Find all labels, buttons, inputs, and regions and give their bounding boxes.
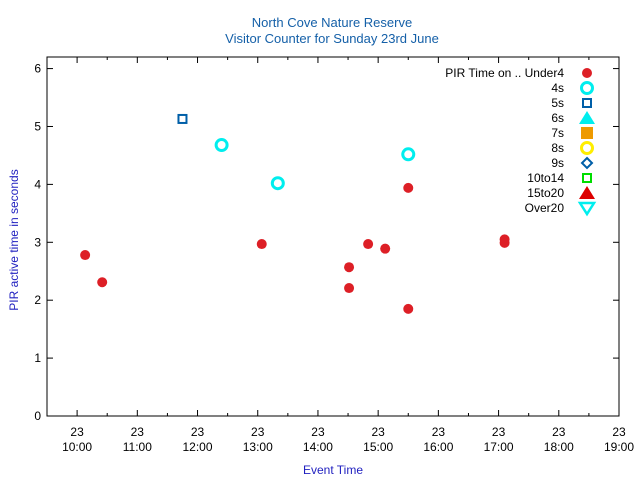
legend-label: 7s	[551, 126, 564, 140]
x-tick-day: 23	[492, 425, 506, 439]
y-axis: 0 1 2 3 4 5 6	[34, 62, 619, 423]
data-point-series-0	[97, 277, 108, 288]
legend: PIR Time on .. Under44s5s6s7s8s9s10to141…	[445, 66, 597, 217]
x-tick-day: 23	[251, 425, 265, 439]
x-tick-time: 11:00	[123, 440, 152, 454]
legend-marker	[577, 201, 597, 217]
x-axis: 2310:002311:002312:002313:002314:002315:…	[46, 57, 634, 454]
legend-marker	[582, 68, 592, 78]
x-tick-time: 14:00	[303, 440, 333, 454]
legend-label: 5s	[551, 96, 564, 110]
chart-title: North Cove Nature Reserve	[252, 15, 412, 30]
y-axis-label: PIR active time in seconds	[7, 169, 21, 310]
legend-label: Over20	[525, 201, 565, 215]
data-point-series-1	[270, 176, 285, 191]
data-point-series-1	[401, 147, 416, 162]
y-tick-label: 6	[34, 62, 41, 76]
x-tick-time: 13:00	[243, 440, 273, 454]
data-point-series-0	[363, 239, 374, 250]
legend-marker	[582, 173, 592, 183]
x-tick-day: 23	[191, 425, 205, 439]
legend-marker	[580, 141, 594, 155]
y-tick-label: 3	[34, 235, 41, 249]
data-point-series-0	[80, 250, 91, 261]
x-tick-time: 10:00	[62, 440, 92, 454]
x-tick-day: 23	[371, 425, 385, 439]
y-tick-label: 4	[34, 177, 41, 191]
data-point-series-1	[214, 138, 229, 153]
x-tick-time: 15:00	[363, 440, 393, 454]
data-point-series-0	[403, 182, 414, 193]
y-tick-label: 0	[34, 409, 41, 423]
plot-area	[46, 56, 620, 417]
y-tick-label: 1	[34, 351, 41, 365]
legend-label: 9s	[551, 156, 564, 170]
x-tick-time: 12:00	[183, 440, 213, 454]
chart-subtitle: Visitor Counter for Sunday 23rd June	[225, 31, 439, 46]
legend-label: 4s	[551, 81, 564, 95]
y-tick-label: 2	[34, 293, 41, 307]
legend-label: 8s	[551, 141, 564, 155]
legend-label: 6s	[551, 111, 564, 125]
x-tick-time: 19:00	[604, 440, 634, 454]
x-axis-label: Event Time	[303, 463, 363, 477]
data-point-series-0	[403, 303, 414, 314]
data-point-series-0	[256, 239, 267, 250]
x-tick-day: 23	[432, 425, 446, 439]
data-points	[80, 113, 510, 314]
data-point-series-0	[344, 283, 355, 294]
data-point-series-0	[499, 237, 510, 248]
x-tick-day: 23	[552, 425, 566, 439]
legend-marker	[580, 81, 594, 95]
legend-label: 15to20	[527, 186, 564, 200]
y-tick-label: 5	[34, 119, 41, 133]
legend-label: 10to14	[527, 171, 564, 185]
x-tick-time: 17:00	[484, 440, 514, 454]
legend-marker	[580, 156, 594, 170]
data-point-series-0	[344, 262, 355, 273]
legend-marker	[581, 127, 593, 139]
data-point-series-0	[380, 243, 391, 254]
legend-marker	[582, 98, 592, 108]
x-tick-time: 18:00	[544, 440, 574, 454]
x-tick-day: 23	[311, 425, 325, 439]
legend-label: PIR Time on .. Under4	[445, 66, 564, 80]
legend-marker	[579, 186, 595, 199]
x-tick-day: 23	[612, 425, 626, 439]
data-point-series-2	[177, 113, 188, 124]
x-tick-day: 23	[131, 425, 145, 439]
legend-marker	[579, 111, 595, 124]
x-tick-day: 23	[70, 425, 84, 439]
x-tick-time: 16:00	[423, 440, 453, 454]
